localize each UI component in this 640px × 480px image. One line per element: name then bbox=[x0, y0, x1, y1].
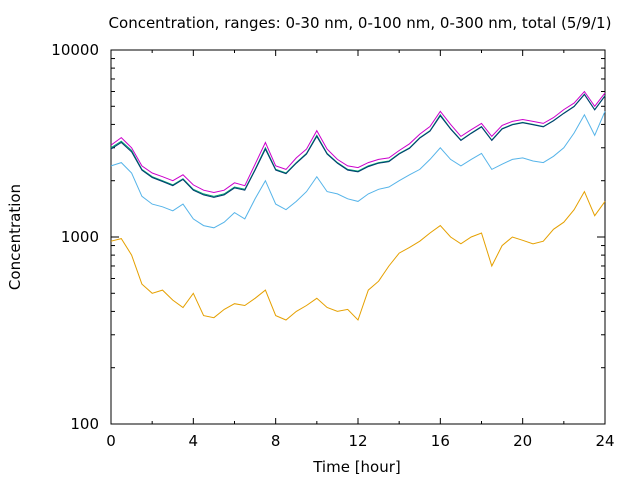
x-tick-label: 12 bbox=[348, 432, 367, 450]
y-tick-label: 100 bbox=[70, 415, 99, 433]
series-line-4 bbox=[110, 90, 606, 194]
y-tick-label: 1000 bbox=[61, 228, 99, 246]
x-axis-label: Time [hour] bbox=[312, 458, 401, 476]
chart-title: Concentration, ranges: 0-30 nm, 0-100 nm… bbox=[109, 14, 612, 32]
series-line-5 bbox=[110, 93, 606, 198]
y-axis-label: Concentration bbox=[6, 184, 24, 290]
plot-area: 0 4 8 12 16 20 24 100 1000 10000 bbox=[51, 41, 614, 450]
x-tick-label: 16 bbox=[431, 432, 450, 450]
x-tick-label: 20 bbox=[513, 432, 532, 450]
series-line-1 bbox=[110, 190, 606, 321]
series-line-2 bbox=[110, 111, 606, 229]
x-tick-label: 24 bbox=[595, 432, 614, 450]
x-tick-label: 4 bbox=[189, 432, 199, 450]
y-tick-label: 10000 bbox=[51, 41, 99, 59]
plot-frame bbox=[110, 49, 606, 425]
x-tick-label: 8 bbox=[271, 432, 281, 450]
x-tick-label: 0 bbox=[106, 432, 116, 450]
